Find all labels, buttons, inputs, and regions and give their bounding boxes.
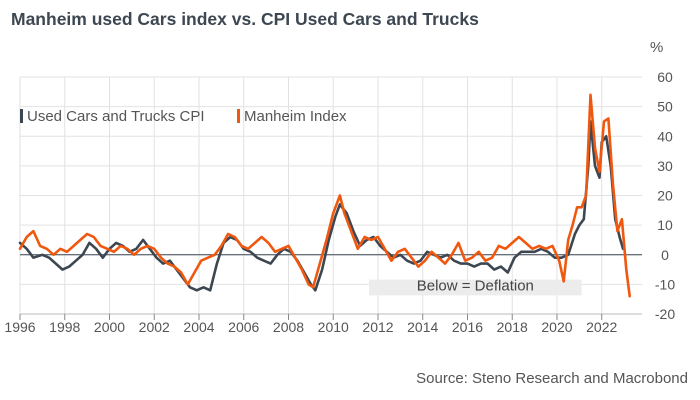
- chart-title: Manheim used Cars index vs. CPI Used Car…: [11, 9, 479, 29]
- x-tick-label: 2016: [452, 319, 483, 335]
- y-tick-label: 0: [661, 247, 669, 263]
- y-tick-label: -10: [655, 276, 675, 292]
- y-tick-label: 60: [657, 69, 673, 85]
- legend-swatch-manheim-index: [237, 109, 240, 123]
- y-tick-label: -20: [655, 306, 675, 322]
- x-tick-label: 2012: [362, 319, 393, 335]
- legend-swatch-used-cars-cpi: [20, 109, 23, 123]
- y-unit-label: %: [650, 39, 664, 56]
- x-tick-label: 2010: [318, 319, 349, 335]
- x-tick-label: 2022: [586, 319, 617, 335]
- legend-label-manheim-index: Manheim Index: [244, 108, 347, 125]
- x-tick-label: 2008: [273, 319, 304, 335]
- y-tick-label: 10: [657, 217, 673, 233]
- x-tick-label: 2014: [407, 319, 438, 335]
- y-tick-label: 30: [657, 158, 673, 174]
- y-tick-label: 40: [657, 128, 673, 144]
- series-line-used-cars-cpi: [18, 120, 625, 292]
- x-tick-label: 2018: [497, 319, 528, 335]
- legend-label-used-cars-cpi: Used Cars and Trucks CPI: [27, 108, 205, 125]
- x-tick-label: 2004: [183, 319, 214, 335]
- x-tick-label: 2002: [139, 319, 170, 335]
- x-tick-label: 1998: [49, 319, 80, 335]
- x-tick-label: 2020: [541, 319, 572, 335]
- deflation-annotation-text: Below = Deflation: [417, 277, 534, 294]
- series-line-manheim-index: [18, 93, 631, 298]
- y-tick-label: 20: [657, 188, 673, 204]
- x-tick-label: 2006: [228, 319, 259, 335]
- deflation-annotation-box: [369, 279, 582, 296]
- x-tick-label: 1996: [4, 319, 35, 335]
- y-tick-label: 50: [657, 99, 673, 115]
- x-tick-label: 2000: [94, 319, 125, 335]
- source-note: Source: Steno Research and Macrobond: [416, 370, 688, 387]
